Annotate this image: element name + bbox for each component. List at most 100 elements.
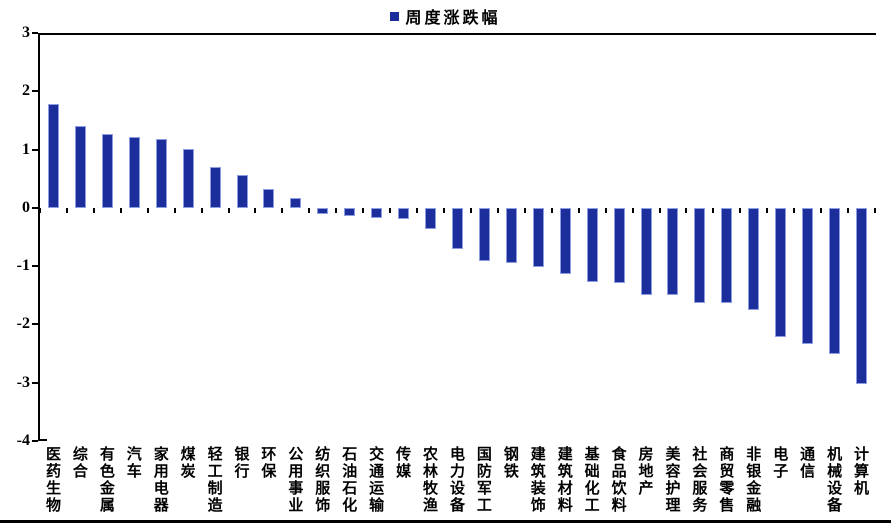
x-axis-label: 钢铁 (503, 447, 519, 480)
x-axis-tick (496, 207, 499, 213)
x-axis-label: 医药生物 (45, 447, 61, 514)
x-axis-label: 交通运输 (369, 447, 385, 514)
y-axis-tick-label: 1 (22, 140, 30, 158)
x-axis-label: 轻工制造 (207, 447, 223, 514)
bar (371, 207, 383, 219)
x-axis-tick (92, 207, 95, 213)
x-axis-tick (146, 207, 149, 213)
x-axis-label: 房地产 (638, 447, 654, 497)
x-axis-tick (523, 207, 526, 213)
y-axis-tick-label: -4 (16, 432, 30, 449)
y-axis-tick-label: -2 (16, 315, 30, 333)
x-axis-tick (281, 207, 284, 213)
x-axis-tick (793, 207, 796, 213)
bar (263, 188, 275, 208)
bar (478, 207, 490, 261)
x-axis-label: 电力设备 (449, 447, 465, 514)
bar (101, 134, 113, 208)
y-axis-tick (32, 206, 38, 209)
y-axis-tick-label: -1 (16, 257, 30, 275)
x-axis-tick (631, 207, 634, 213)
y-axis-tick (32, 440, 38, 442)
x-axis-label: 国防军工 (476, 447, 492, 514)
legend-label: 周度涨跌幅 (405, 10, 501, 27)
bar (559, 207, 571, 275)
bar (775, 207, 787, 338)
y-axis-tick-label: 0 (22, 198, 30, 216)
x-axis-label: 机械设备 (827, 447, 843, 514)
x-axis-label: 公用事业 (288, 447, 304, 514)
x-axis-label: 环保 (261, 447, 277, 480)
x-axis-label: 石油石化 (342, 447, 358, 514)
x-axis-tick (658, 207, 661, 213)
x-axis-tick (65, 207, 68, 213)
y-axis-tick (32, 148, 38, 151)
bar (532, 207, 544, 267)
bar (47, 104, 59, 208)
bar (667, 207, 679, 296)
x-axis-label: 美容护理 (665, 447, 681, 514)
x-axis-label: 基础化工 (584, 447, 600, 514)
x-axis-label: 家用电器 (153, 447, 169, 514)
bar (209, 167, 221, 208)
x-axis-tick (604, 207, 607, 213)
bar (344, 207, 356, 216)
y-axis-bottom-tick (38, 439, 47, 441)
bar (290, 197, 302, 208)
x-axis-label: 煤炭 (180, 447, 196, 480)
chart-legend: 周度涨跌幅 (0, 4, 891, 28)
x-axis-label: 综合 (72, 447, 88, 480)
x-axis-tick (335, 207, 338, 213)
y-axis-tick (32, 32, 38, 34)
x-axis-tick (227, 207, 230, 213)
x-axis-zero-line (38, 33, 876, 35)
x-axis-tick (200, 207, 203, 213)
x-axis-label: 传媒 (396, 447, 412, 480)
y-axis-tick-label: 3 (22, 24, 30, 41)
x-axis-label: 计算机 (854, 447, 870, 497)
bar (856, 207, 868, 384)
y-axis (38, 33, 40, 441)
x-axis-tick (469, 207, 472, 213)
legend-marker-icon (390, 11, 400, 21)
x-axis-tick (739, 207, 742, 213)
x-axis-tick (712, 207, 715, 213)
bar (425, 207, 437, 229)
bar (182, 148, 194, 208)
x-axis-label: 建筑材料 (557, 447, 573, 514)
bar (452, 207, 463, 250)
x-axis-tick (685, 207, 688, 213)
x-axis-label: 纺织服饰 (315, 447, 331, 514)
x-axis-label: 电子 (773, 447, 789, 480)
x-axis-label: 银行 (234, 447, 250, 480)
x-axis-label: 商贸零售 (719, 447, 735, 514)
bar (640, 207, 652, 295)
x-axis-label: 建筑装饰 (530, 447, 546, 514)
x-axis-tick (820, 207, 823, 213)
x-axis-label: 通信 (800, 447, 816, 480)
x-axis-label: 社会服务 (692, 447, 708, 514)
x-axis-tick (874, 207, 876, 213)
x-axis-tick (550, 207, 553, 213)
bar (398, 207, 410, 219)
y-axis-tick (32, 90, 38, 93)
bar (748, 207, 760, 311)
x-axis-tick (416, 207, 419, 213)
bar (155, 139, 167, 208)
bar (236, 174, 248, 208)
x-axis-tick (173, 207, 176, 213)
x-axis-tick (308, 207, 311, 213)
bar (802, 207, 814, 345)
y-axis-tick (32, 381, 38, 384)
bar (128, 136, 140, 208)
bar (721, 207, 733, 304)
bar (317, 207, 329, 214)
y-axis-tick-label: -3 (16, 373, 30, 391)
bottom-divider (0, 520, 891, 523)
bar (586, 207, 598, 282)
x-axis-tick (443, 207, 446, 213)
x-axis-tick (119, 207, 122, 213)
x-axis-tick (389, 207, 392, 213)
x-axis-label: 食品饮料 (611, 447, 627, 514)
